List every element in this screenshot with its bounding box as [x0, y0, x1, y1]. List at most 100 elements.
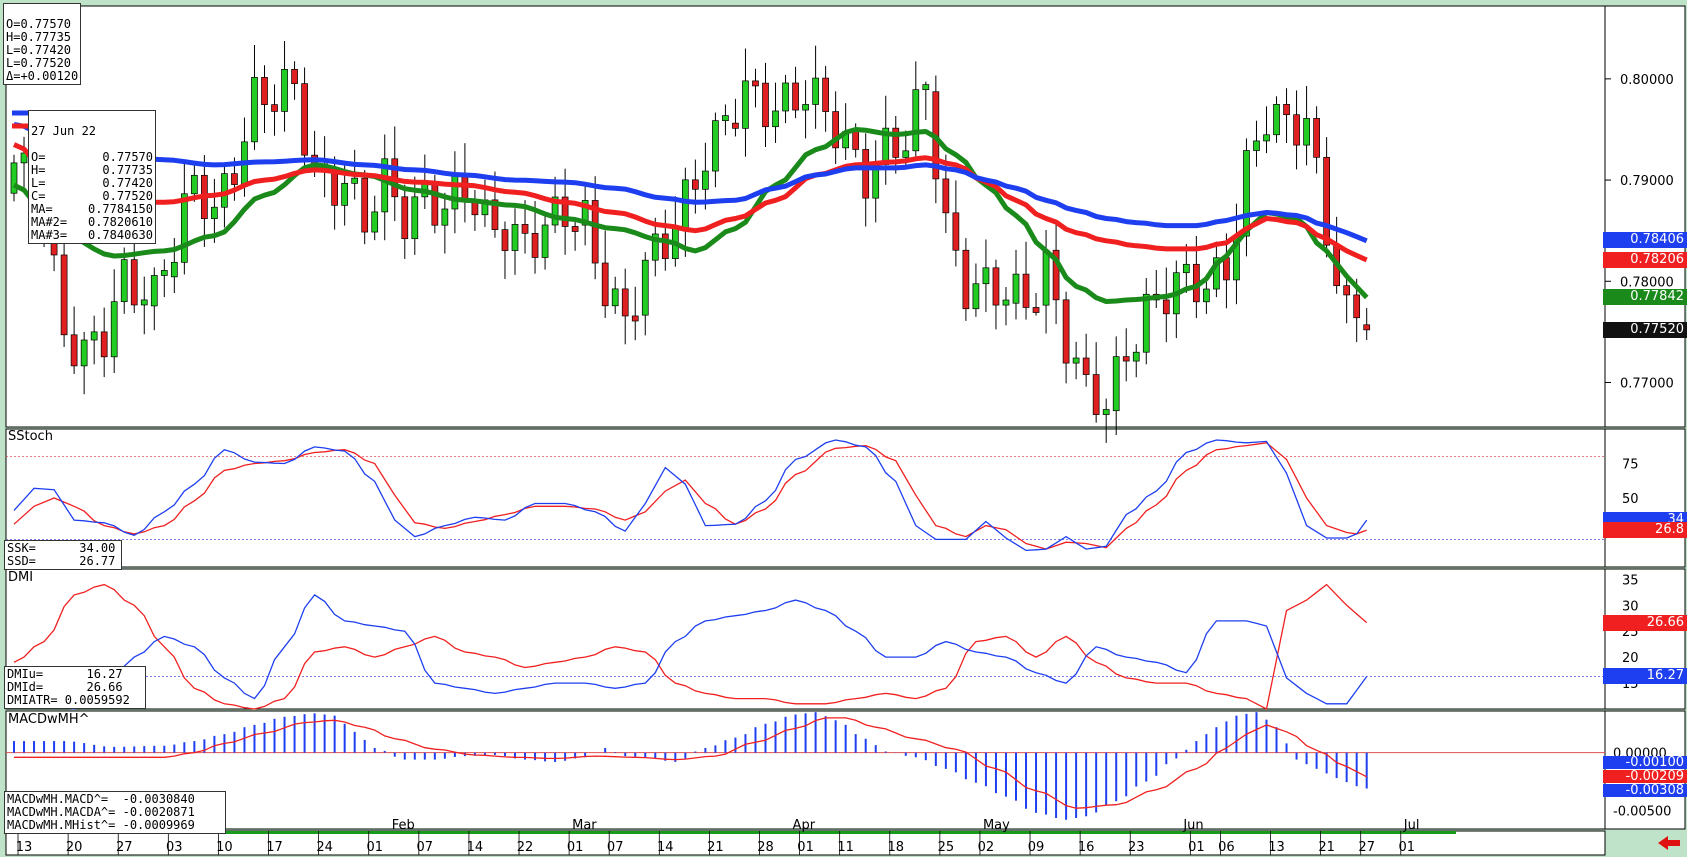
cursor-row: L= 0.77420 [31, 177, 153, 190]
cursor-row: H= 0.77735 [31, 164, 153, 177]
x-day-label: 01 [567, 840, 584, 855]
candle-body [972, 283, 980, 310]
cursor-row-key: MA#2= [31, 215, 68, 229]
candle-body [651, 233, 659, 261]
candle-body [1223, 257, 1230, 281]
candle-body [361, 177, 369, 233]
x-day-label: 21 [707, 840, 724, 855]
cursor-row: O= 0.77570 [31, 151, 153, 164]
ohlc-open: O=0.77570 [6, 17, 72, 31]
candle-body [992, 267, 1000, 306]
x-month-label: Apr [793, 818, 816, 833]
cursor-row-value: 0.7820610 [87, 215, 153, 229]
stoch-y-tick-label: 75 [1622, 458, 1639, 473]
dmi-y-tick-label: 30 [1622, 599, 1639, 614]
ohlc-high: H=0.77735 [6, 30, 72, 44]
candle-body [1012, 273, 1020, 304]
candle-body [812, 77, 819, 105]
cursor-data-box: 27 Jun 22 O= 0.77570 H= 0.77735 L= 0.77420 C= 0… [28, 110, 156, 244]
x-month-label: Feb [392, 818, 415, 833]
dmi-y-tick-label: 20 [1622, 651, 1639, 666]
ohlc-delta: Δ=+0.00120 [6, 69, 79, 83]
candle-body [1343, 285, 1351, 296]
candle-body [852, 131, 860, 150]
candle-body [1072, 357, 1080, 364]
dmi-panel-title: DMI [8, 570, 34, 585]
x-day-label: 11 [837, 840, 854, 855]
candle-body [281, 69, 288, 112]
cursor-row: MA#2= 0.7820610 [31, 216, 153, 229]
x-month-label: Jul [1403, 818, 1420, 833]
candle-body [301, 83, 308, 156]
candle-body [1263, 134, 1270, 142]
price-value-tag: 0.78406 [1603, 232, 1687, 249]
x-day-label: 18 [887, 840, 904, 855]
candle-body [491, 199, 499, 230]
candle-body [631, 315, 639, 322]
candle-body [100, 331, 108, 358]
cursor-row-value: 0.77420 [102, 176, 153, 190]
x-day-label: 21 [1318, 840, 1335, 855]
candle-body [591, 200, 599, 264]
candle-body [110, 301, 118, 358]
x-day-label: 20 [66, 840, 83, 855]
macd-value-tag: -0.00308 [1603, 783, 1687, 797]
candle-body [60, 254, 68, 336]
price-value-tag: 0.78206 [1603, 252, 1687, 269]
cursor-row-value: 0.77735 [102, 163, 153, 177]
candle-body [611, 288, 619, 307]
candle-body [571, 226, 579, 232]
stoch-panel-title: SStoch [8, 429, 53, 444]
macd-y-tick-label: -0.00500 [1613, 804, 1671, 819]
candle-body [511, 224, 519, 251]
x-day-label: 01 [1399, 840, 1416, 855]
candle-body [551, 196, 559, 226]
dmi-value-tag: 16.27 [1603, 668, 1687, 685]
candle-body [862, 149, 870, 199]
candle-body [962, 249, 970, 310]
dmi-value-tag: 26.66 [1603, 614, 1687, 631]
candle-body [792, 82, 799, 111]
cursor-row-key: MA#3= [31, 228, 68, 242]
candle-body [1253, 140, 1260, 151]
price-y-tick-label: 0.78000 [1620, 275, 1674, 290]
candle-body [1032, 307, 1040, 313]
candle-body [822, 77, 829, 112]
x-axis-scroll-bar [6, 831, 1456, 834]
x-month-label: Jun [1182, 818, 1203, 833]
x-day-label: 27 [116, 840, 133, 855]
candle-body [1052, 249, 1060, 301]
x-day-label: 22 [517, 840, 534, 855]
candle-body [1142, 293, 1150, 353]
candle-body [1243, 150, 1250, 237]
cursor-row-value: 0.7840630 [87, 228, 153, 242]
candle-body [501, 229, 509, 251]
candle-body [902, 150, 910, 158]
scroll-left-arrow-icon[interactable] [1656, 834, 1682, 852]
candle-body [752, 80, 759, 87]
candle-body [952, 212, 960, 251]
dmi-axis-area [1604, 568, 1686, 710]
candle-body [772, 110, 779, 128]
candle-body [381, 158, 389, 213]
moving-average-line [13, 121, 1368, 244]
x-day-label: 07 [607, 840, 624, 855]
candle-body [170, 261, 178, 278]
x-day-label: 17 [266, 840, 283, 855]
candle-body [231, 173, 238, 185]
candle-body [471, 201, 479, 216]
candle-body [1283, 104, 1290, 116]
price-y-tick-label: 0.77000 [1620, 376, 1674, 391]
x-day-label: 13 [1268, 840, 1285, 855]
ohlc-readout: O=0.77570 H=0.77735 L=0.77420 L=0.77520 Δ=+0… [3, 3, 82, 85]
candle-body [411, 196, 419, 240]
candle-body [1022, 273, 1030, 308]
candle-body [681, 179, 689, 229]
candle-body [942, 178, 950, 214]
x-day-label: 28 [757, 840, 774, 855]
x-month-label: May [983, 818, 1010, 833]
candle-body [451, 175, 459, 210]
candle-body [561, 196, 569, 227]
stoch-axis-area [1604, 428, 1686, 568]
candle-body [1092, 374, 1100, 415]
